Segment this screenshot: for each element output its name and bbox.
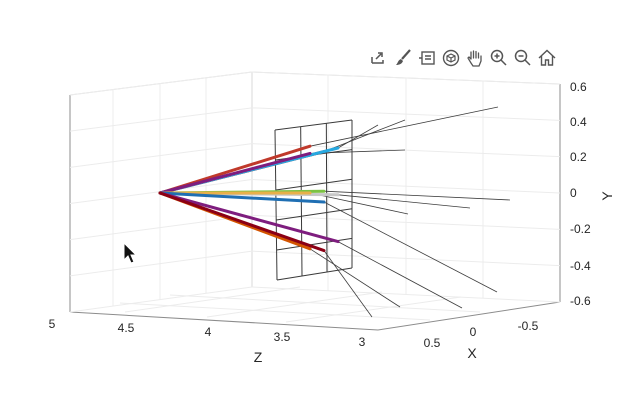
rotate-3d-button[interactable]	[440, 46, 462, 70]
sensor-grid-line	[325, 123, 328, 273]
y-axis-label: Y	[599, 191, 615, 201]
sensor-grid-line	[276, 237, 353, 251]
ray-extension-line	[337, 241, 463, 309]
sensor-grid-line	[274, 119, 353, 131]
x-tick-label: 0	[470, 325, 477, 339]
z-tick-label: 5	[49, 317, 56, 331]
sensor-grid-line	[274, 129, 278, 281]
y-tick-label: 0.4	[570, 115, 587, 129]
x-tick-label: -0.5	[518, 319, 539, 333]
grid-line	[69, 143, 253, 168]
zoom-out-button[interactable]	[512, 46, 534, 70]
y-tick-label: -0.6	[570, 294, 591, 308]
grid-line	[69, 107, 253, 132]
grid-line	[206, 291, 383, 318]
z-tick-label: 4.5	[118, 321, 135, 335]
axes-toolbar	[368, 46, 558, 72]
sensor-grid-line	[276, 208, 353, 221]
ray-extension-line	[323, 190, 511, 201]
grid-line	[124, 286, 301, 313]
box-edge	[377, 301, 561, 331]
tick-labels: 0.6 0.4 0.2 0 -0.2 -0.4 -0.6 5 4.5 4 3.5 3 0.5 0 -0.5	[49, 80, 591, 350]
ray-line	[158, 191, 340, 244]
y-tick-label: -0.2	[570, 222, 591, 236]
x-axis-label: X	[467, 345, 477, 361]
rotate-3d-icon	[442, 49, 460, 67]
grid-line	[69, 286, 253, 313]
ray-extension-line	[309, 192, 409, 215]
zoom-in-button[interactable]	[488, 46, 510, 70]
ray-extension-line	[309, 149, 406, 154]
home-button[interactable]	[536, 46, 558, 70]
z-axis-label: Z	[254, 349, 263, 365]
pan-hand-icon	[467, 50, 482, 67]
y-tick-label: 0.6	[570, 80, 587, 94]
grid-line	[69, 71, 253, 96]
ray-extension-line	[337, 124, 379, 149]
ray-extension-line	[309, 248, 401, 308]
y-tick-label: -0.4	[570, 259, 591, 273]
ray-extension-line	[323, 119, 406, 152]
y-tick-label: 0	[570, 186, 577, 200]
brush-icon	[396, 49, 411, 65]
ray-extension-line	[337, 194, 471, 209]
x-tick-label: 0.5	[424, 336, 441, 350]
zoom-out-icon	[514, 49, 531, 66]
z-tick-label: 3	[359, 335, 366, 349]
ray-line	[158, 191, 326, 204]
y-tick-label: 0.2	[570, 150, 587, 164]
ray-extensions	[309, 106, 511, 318]
home-icon	[538, 49, 556, 66]
ray-line	[158, 151, 312, 195]
z-tick-label: 3.5	[274, 330, 291, 344]
grid-line	[69, 214, 253, 241]
sensor-grid-line	[276, 267, 353, 281]
export-button[interactable]	[368, 46, 390, 70]
ray-line	[158, 191, 326, 253]
grid-line	[119, 302, 431, 321]
ray-extension-line	[323, 250, 373, 318]
zoom-in-icon	[490, 49, 507, 66]
ray-series	[158, 144, 340, 253]
z-tick-label: 4	[205, 325, 212, 339]
datatip-button[interactable]	[416, 46, 438, 70]
datatip-icon	[419, 51, 435, 65]
ray-extension-line	[309, 106, 499, 147]
grid-lines	[69, 71, 561, 323]
pan-button[interactable]	[464, 46, 486, 70]
grid-line	[69, 250, 253, 277]
grid-line	[285, 296, 462, 323]
ray-extension-line	[323, 201, 498, 293]
grid-line	[169, 294, 481, 313]
export-icon	[371, 52, 384, 64]
mouse-cursor-icon	[123, 241, 138, 264]
sensor-grid-line	[275, 178, 353, 191]
brush-button[interactable]	[392, 46, 414, 70]
box-edge	[69, 311, 379, 331]
